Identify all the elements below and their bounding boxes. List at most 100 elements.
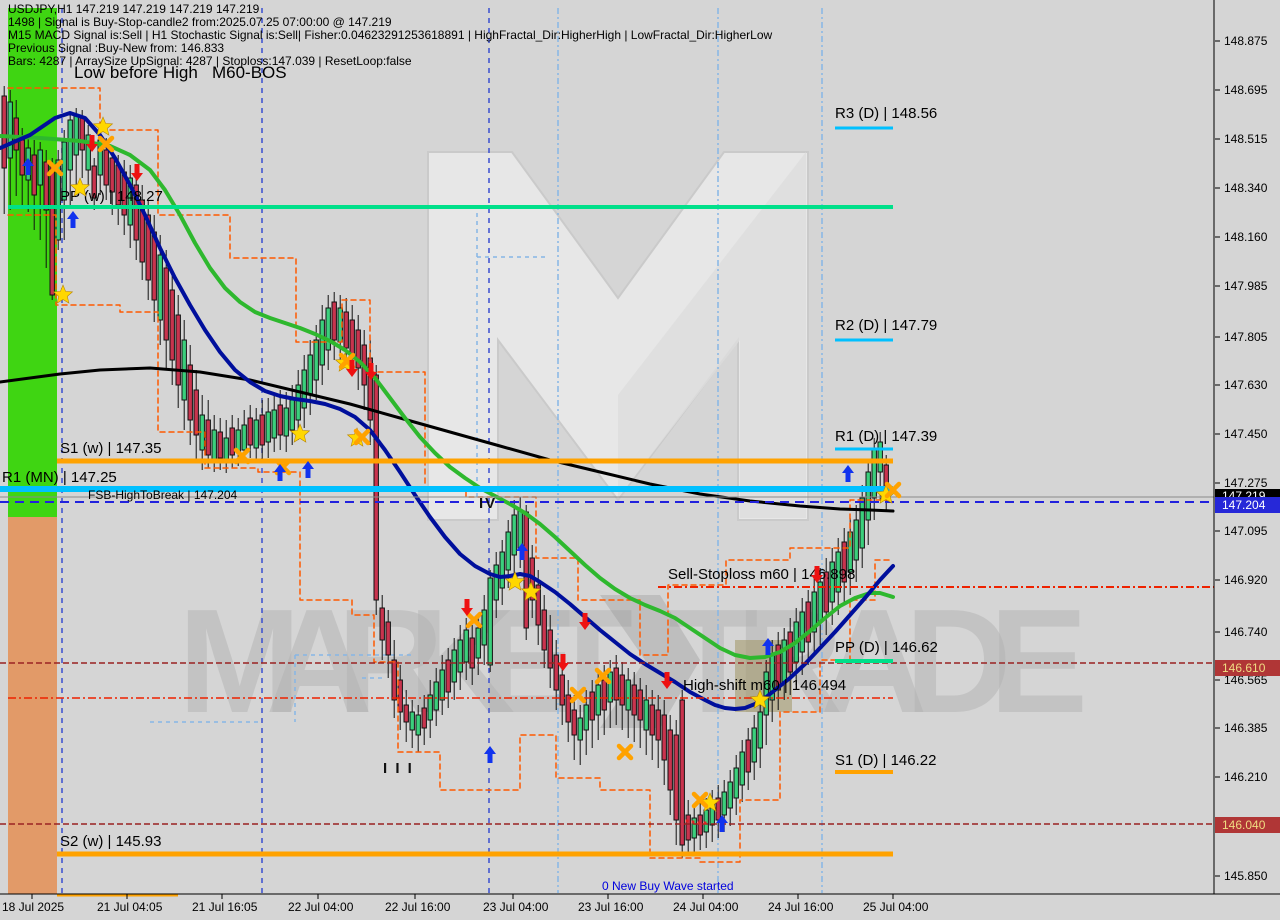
candle [499, 551, 505, 589]
buy-arrow-icon [716, 815, 728, 832]
previous-signal-line: Previous Signal :Buy-New from: 146.833 [8, 41, 225, 55]
symbol-ohlc-line: USDJPY,H1 147.219 147.219 147.219 147.21… [8, 2, 260, 16]
candle [739, 751, 745, 786]
candle [409, 711, 415, 731]
stop-dot-icon [685, 819, 689, 823]
candle [829, 561, 835, 603]
candle [559, 674, 565, 706]
candle [853, 519, 859, 561]
star-icon [749, 689, 771, 709]
candle [439, 669, 445, 701]
candle [223, 437, 229, 463]
candle [691, 817, 697, 839]
stop-dot-icon [697, 821, 701, 825]
ea-info-panel: USDJPY,H1 147.219 147.219 147.219 147.21… [8, 3, 772, 68]
session-band-orange [8, 517, 57, 894]
candle [229, 427, 235, 456]
candle [619, 674, 625, 706]
price-tick-label: 146.210 [1224, 770, 1268, 784]
level-label-ppw: PP (w) | 148.27 [60, 188, 163, 205]
price-tick-label: 146.920 [1224, 573, 1268, 587]
candle [595, 684, 601, 716]
time-tick-label: 23 Jul 04:00 [483, 900, 549, 914]
cross-icon [353, 428, 371, 446]
price-tick-label: 148.695 [1224, 83, 1268, 97]
candle [175, 314, 181, 386]
price-badge-text: 146.040 [1222, 818, 1266, 832]
price-tick-label: 148.515 [1224, 132, 1268, 146]
candle [805, 601, 811, 643]
sell-arrow-icon [346, 360, 358, 377]
price-badge-text: 147.204 [1222, 498, 1266, 512]
candle [517, 509, 523, 549]
candle [589, 691, 595, 721]
candle [421, 707, 427, 729]
candle [301, 369, 307, 409]
star-icon [504, 571, 526, 591]
time-tick-label: 21 Jul 04:05 [97, 900, 163, 914]
cross-icon [465, 611, 483, 629]
sell-arrow-icon [461, 599, 473, 616]
cross-icon [46, 159, 64, 177]
watermark-logo-shade [618, 152, 806, 518]
buy-arrow-icon [274, 464, 286, 481]
price-tick-label: 148.340 [1224, 181, 1268, 195]
candle [7, 101, 13, 159]
candle [541, 609, 547, 651]
candle [481, 609, 487, 646]
price-badge-last [1215, 489, 1280, 499]
candle [637, 689, 643, 721]
cross-icon [594, 667, 612, 685]
candle [1, 95, 7, 169]
candle [295, 384, 301, 421]
price-tick-label: 147.985 [1224, 279, 1268, 293]
candle [79, 117, 85, 151]
candle [259, 414, 265, 446]
candle [823, 571, 829, 613]
level-label-r1d: R1 (D) | 147.39 [835, 428, 937, 445]
price-tick-label: 147.805 [1224, 330, 1268, 344]
candle [685, 814, 691, 841]
candle [67, 119, 73, 171]
price-tick-label: 148.875 [1224, 34, 1268, 48]
channel-lower [7, 214, 894, 863]
candle [667, 729, 673, 791]
candle [385, 621, 391, 656]
candle [715, 797, 721, 821]
candle [289, 399, 295, 431]
star-icon [52, 284, 74, 304]
candle [349, 319, 355, 356]
level-label-hsh: High-shift m60 | 146.494 [683, 677, 846, 694]
candle [451, 649, 457, 683]
cross-icon [97, 135, 115, 153]
cross-icon [616, 743, 634, 761]
candle [577, 717, 583, 741]
candle [217, 431, 223, 459]
candle [469, 637, 475, 669]
candle [307, 354, 313, 396]
candle [625, 679, 631, 711]
candle [865, 471, 871, 521]
time-tick-label: 25 Jul 04:00 [863, 900, 929, 914]
cross-icon [233, 447, 251, 465]
cross-icon [691, 791, 709, 809]
level-label-s2w: S2 (w) | 145.93 [60, 833, 161, 850]
candle [157, 254, 163, 321]
price-tick-label: 147.450 [1224, 427, 1268, 441]
candle [523, 511, 529, 629]
stop-dot-icon [691, 820, 695, 824]
candle [103, 149, 109, 186]
candle [19, 139, 25, 176]
sell-arrow-icon [131, 164, 143, 181]
session-band-green [8, 8, 57, 517]
candle [49, 164, 55, 296]
candle [247, 417, 253, 446]
sell-arrow-icon [365, 363, 377, 380]
signal-line: 1498 | Signal is Buy-Stop-candle2 from:2… [8, 15, 392, 29]
candle [487, 577, 493, 666]
time-tick-label: 21 Jul 16:05 [192, 900, 258, 914]
sell-arrow-icon [557, 654, 569, 671]
candle [733, 767, 739, 799]
stop-dot-icon [703, 821, 707, 825]
